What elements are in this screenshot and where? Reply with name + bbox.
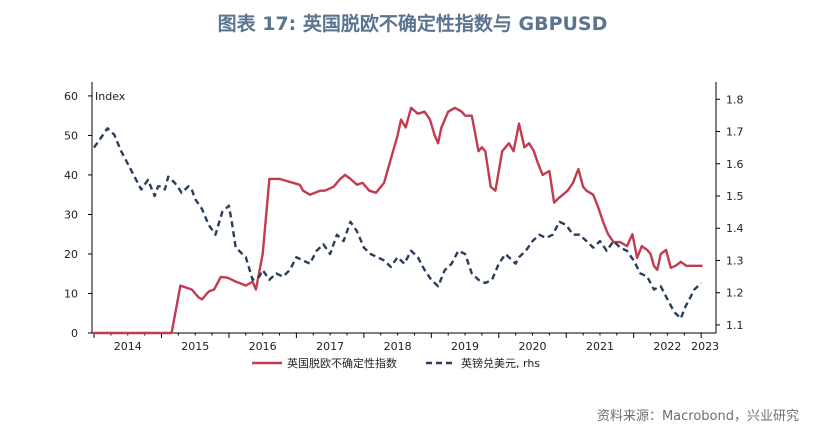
left-y-tick-label: 10 bbox=[64, 287, 78, 300]
chart-axes: 0 10 20 30 40 50 60 1.1 1.2 1.3 1.4 1.5 1.6 1.7 1.8 201… bbox=[64, 82, 744, 353]
left-y-tick-label: 0 bbox=[71, 327, 78, 340]
x-tick-label: 2016 bbox=[249, 340, 277, 353]
x-tick-label: 2020 bbox=[519, 340, 547, 353]
series-line-gbpusd bbox=[93, 127, 703, 320]
right-y-tick-label: 1.6 bbox=[726, 158, 744, 171]
chart: 0 10 20 30 40 50 60 1.1 1.2 1.3 1.4 1.5 1.6 1.7 1.8 201… bbox=[64, 82, 744, 370]
x-tick-label: 2014 bbox=[114, 340, 142, 353]
x-tick-label: 2018 bbox=[384, 340, 412, 353]
source-note: 资料来源：Macrobond，兴业研究 bbox=[596, 409, 799, 424]
right-y-tick-label: 1.3 bbox=[726, 254, 744, 267]
right-y-tick-label: 1.8 bbox=[726, 93, 744, 106]
x-tick-label: 2022 bbox=[653, 340, 681, 353]
right-y-tick-label: 1.4 bbox=[726, 222, 744, 235]
x-tick-label: 2015 bbox=[181, 340, 209, 353]
x-tick-label: 2023 bbox=[691, 340, 719, 353]
left-y-tick-label: 20 bbox=[64, 248, 78, 261]
legend-label-brexit-uncertainty: 英国脱欧不确定性指数 bbox=[287, 356, 397, 370]
right-y-tick-label: 1.7 bbox=[726, 126, 744, 139]
left-y-tick-label: 50 bbox=[64, 129, 78, 142]
right-y-tick-label: 1.5 bbox=[726, 190, 744, 203]
series-line-brexit-uncertainty bbox=[94, 106, 703, 335]
left-y-tick-label: 60 bbox=[64, 90, 78, 103]
series-layer bbox=[93, 106, 703, 335]
right-y-tick-label: 1.2 bbox=[726, 287, 744, 300]
left-y-tick-label: 30 bbox=[64, 208, 78, 221]
x-tick-label: 2019 bbox=[451, 340, 479, 353]
x-tick-label: 2017 bbox=[316, 340, 344, 353]
chart-title: 图表 17: 英国脱欧不确定性指数与 GBPUSD bbox=[217, 13, 608, 35]
x-tick-label: 2021 bbox=[586, 340, 614, 353]
left-y-tick-label: 40 bbox=[64, 169, 78, 182]
legend: 英国脱欧不确定性指数 英镑兑美元, rhs bbox=[252, 356, 540, 370]
left-axis-label: Index bbox=[95, 90, 126, 103]
right-y-tick-label: 1.1 bbox=[726, 319, 744, 332]
legend-label-gbpusd: 英镑兑美元, rhs bbox=[461, 356, 540, 370]
